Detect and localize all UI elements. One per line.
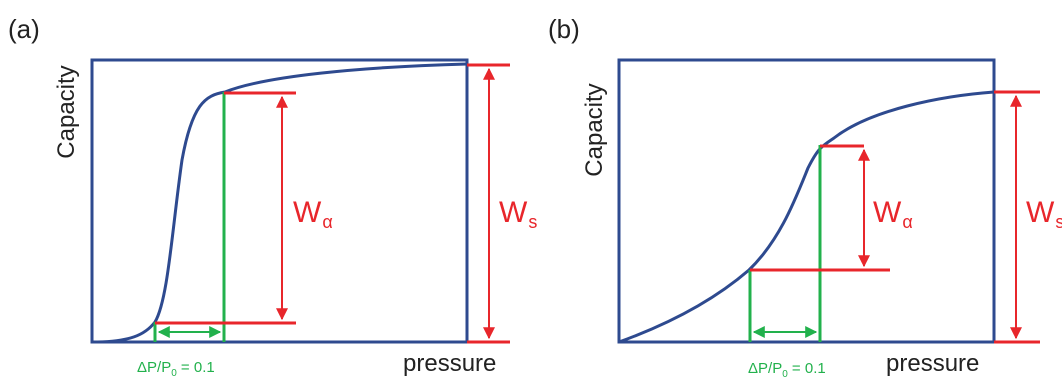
panel-a-ws-label: Ws <box>499 196 537 232</box>
panel-b-w-alpha-label: Wα <box>873 196 913 232</box>
panel-b: (b) Capacity pressure Wα Ws ΔP/P0 = 0.1 <box>548 14 1062 380</box>
panel-b-x-axis-label: pressure <box>886 350 979 377</box>
panel-a-isotherm-curve <box>91 62 468 344</box>
panel-b-dp-label: ΔP/P0 = 0.1 <box>748 360 826 380</box>
panel-a-y-axis-label: Capacity <box>53 65 80 158</box>
panel-b-label: (b) <box>548 14 580 44</box>
panel-a-dp-label: ΔP/P0 = 0.1 <box>137 359 215 379</box>
panel-a: (a) Capacity pressure Wα Ws ΔP/P0 = 0.1 <box>8 14 537 379</box>
panel-b-frame <box>617 58 996 344</box>
panel-b-y-axis-label: Capacity <box>581 83 608 176</box>
panel-a-label: (a) <box>8 14 40 44</box>
panel-a-frame <box>90 58 469 344</box>
panel-a-w-alpha-label: Wα <box>293 196 333 232</box>
panel-b-ws-label: Ws <box>1026 196 1062 232</box>
panel-b-isotherm-curve <box>618 90 995 344</box>
panel-a-x-axis-label: pressure <box>403 350 496 377</box>
